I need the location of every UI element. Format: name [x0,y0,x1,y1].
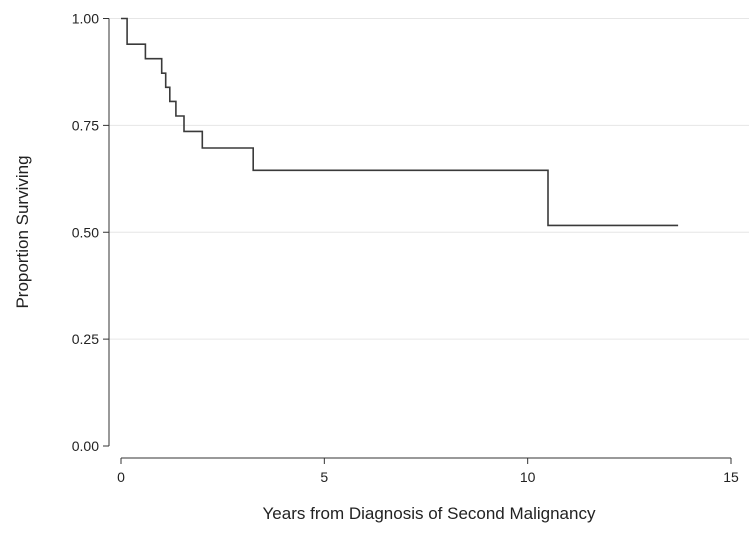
x-tick-label: 0 [117,469,125,485]
x-tick-label: 10 [520,469,536,485]
x-axis-title: Years from Diagnosis of Second Malignanc… [263,504,596,523]
axes [108,18,732,459]
y-axis-ticks: 0.00 0.25 0.50 0.75 1.00 [72,11,109,454]
x-axis-ticks: 0 5 10 15 [117,458,739,485]
y-tick-label: 0.75 [72,117,99,133]
y-tick-label: 0.25 [72,331,99,347]
y-tick-label: 0.50 [72,224,99,240]
y-axis-title: Proportion Surviving [13,155,32,308]
y-tick-label: 0.00 [72,438,99,454]
survival-curve [121,17,679,227]
y-tick-label: 1.00 [72,11,99,27]
x-tick-label: 5 [320,469,328,485]
gridlines [109,18,749,340]
x-tick-label: 15 [723,469,739,485]
